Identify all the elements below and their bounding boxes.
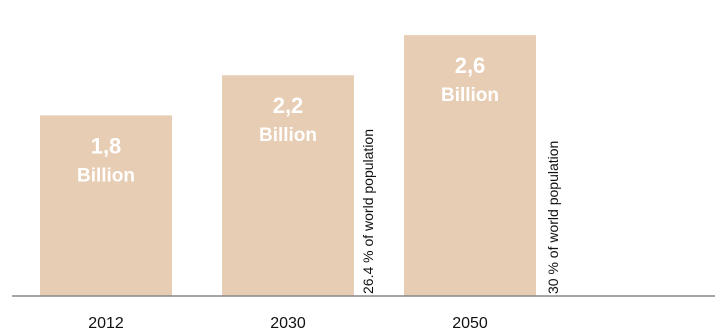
x-tick-labels: 2012 2030 2050 xyxy=(88,315,488,332)
bar-2030 xyxy=(222,75,354,296)
annotations-layer: 26.4 % of world population 30 % of world … xyxy=(360,129,561,294)
bars-layer: 1,8 Billion 2,2 Billion 2,6 Billion xyxy=(40,35,536,297)
bar-2050 xyxy=(404,35,536,296)
x-tick-label-2050: 2050 xyxy=(452,315,488,332)
bar-value-label-2012: 1,8 xyxy=(91,133,122,158)
bar-value-label-2030: 2,2 xyxy=(273,93,304,118)
annotation-2030: 26.4 % of world population xyxy=(360,129,376,294)
bar-2012 xyxy=(40,115,172,297)
bar-unit-label-2030: Billion xyxy=(259,125,317,146)
x-tick-label-2012: 2012 xyxy=(88,315,124,332)
bar-unit-label-2012: Billion xyxy=(77,165,135,186)
bar-value-label-2050: 2,6 xyxy=(455,53,486,78)
x-tick-label-2030: 2030 xyxy=(270,315,306,332)
annotation-2050: 30 % of world population xyxy=(545,141,561,294)
bar-unit-label-2050: Billion xyxy=(441,85,499,106)
